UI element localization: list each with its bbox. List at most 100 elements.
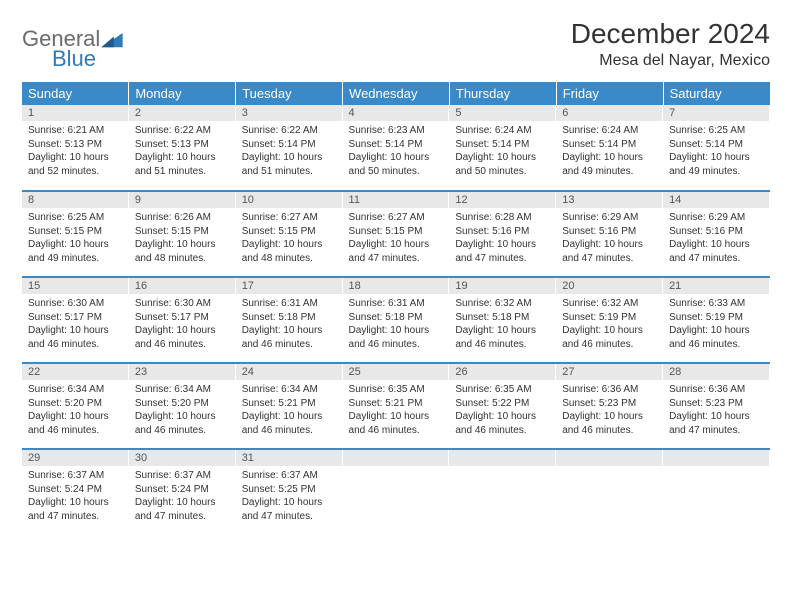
weekday-header: Saturday (663, 82, 770, 105)
day-number: 20 (556, 278, 663, 294)
day-number: 5 (449, 105, 556, 121)
weekday-header: Wednesday (343, 82, 450, 105)
weekday-header: Thursday (449, 82, 556, 105)
day-number: 16 (129, 278, 236, 294)
calendar-day-cell: 13Sunrise: 6:29 AMSunset: 5:16 PMDayligh… (556, 191, 663, 277)
calendar-week-row: 22Sunrise: 6:34 AMSunset: 5:20 PMDayligh… (22, 363, 770, 449)
calendar-day-cell: 6Sunrise: 6:24 AMSunset: 5:14 PMDaylight… (556, 105, 663, 191)
day-details: Sunrise: 6:22 AMSunset: 5:13 PMDaylight:… (129, 121, 236, 182)
day-number: 24 (236, 364, 343, 380)
calendar-day-cell: 9Sunrise: 6:26 AMSunset: 5:15 PMDaylight… (129, 191, 236, 277)
day-number: 3 (236, 105, 343, 121)
day-details: Sunrise: 6:35 AMSunset: 5:21 PMDaylight:… (343, 380, 450, 441)
day-number: 17 (236, 278, 343, 294)
day-details: Sunrise: 6:27 AMSunset: 5:15 PMDaylight:… (343, 208, 450, 269)
calendar-day-cell: 11Sunrise: 6:27 AMSunset: 5:15 PMDayligh… (343, 191, 450, 277)
day-number: 28 (663, 364, 770, 380)
calendar-empty-cell (556, 449, 663, 535)
calendar-empty-cell (343, 449, 450, 535)
day-number (343, 450, 450, 466)
calendar-day-cell: 15Sunrise: 6:30 AMSunset: 5:17 PMDayligh… (22, 277, 129, 363)
day-number: 23 (129, 364, 236, 380)
calendar-day-cell: 16Sunrise: 6:30 AMSunset: 5:17 PMDayligh… (129, 277, 236, 363)
day-details: Sunrise: 6:37 AMSunset: 5:24 PMDaylight:… (129, 466, 236, 527)
day-details: Sunrise: 6:34 AMSunset: 5:21 PMDaylight:… (236, 380, 343, 441)
day-number: 2 (129, 105, 236, 121)
weekday-header: Sunday (22, 82, 129, 105)
day-details: Sunrise: 6:22 AMSunset: 5:14 PMDaylight:… (236, 121, 343, 182)
day-details: Sunrise: 6:35 AMSunset: 5:22 PMDaylight:… (449, 380, 556, 441)
day-details: Sunrise: 6:36 AMSunset: 5:23 PMDaylight:… (556, 380, 663, 441)
day-number: 14 (663, 192, 770, 208)
day-details: Sunrise: 6:26 AMSunset: 5:15 PMDaylight:… (129, 208, 236, 269)
calendar-day-cell: 31Sunrise: 6:37 AMSunset: 5:25 PMDayligh… (236, 449, 343, 535)
day-details: Sunrise: 6:31 AMSunset: 5:18 PMDaylight:… (343, 294, 450, 355)
calendar-empty-cell (663, 449, 770, 535)
day-number: 21 (663, 278, 770, 294)
calendar-day-cell: 23Sunrise: 6:34 AMSunset: 5:20 PMDayligh… (129, 363, 236, 449)
day-number: 18 (343, 278, 450, 294)
page-title: December 2024 (571, 18, 770, 50)
header: GeneralBlue December 2024 Mesa del Nayar… (22, 18, 770, 72)
day-number: 13 (556, 192, 663, 208)
calendar-day-cell: 10Sunrise: 6:27 AMSunset: 5:15 PMDayligh… (236, 191, 343, 277)
day-details: Sunrise: 6:34 AMSunset: 5:20 PMDaylight:… (129, 380, 236, 441)
day-number: 9 (129, 192, 236, 208)
day-number: 22 (22, 364, 129, 380)
calendar-day-cell: 26Sunrise: 6:35 AMSunset: 5:22 PMDayligh… (449, 363, 556, 449)
calendar-week-row: 15Sunrise: 6:30 AMSunset: 5:17 PMDayligh… (22, 277, 770, 363)
day-number: 8 (22, 192, 129, 208)
day-details: Sunrise: 6:25 AMSunset: 5:14 PMDaylight:… (663, 121, 770, 182)
calendar-week-row: 29Sunrise: 6:37 AMSunset: 5:24 PMDayligh… (22, 449, 770, 535)
day-number (663, 450, 770, 466)
calendar-day-cell: 12Sunrise: 6:28 AMSunset: 5:16 PMDayligh… (449, 191, 556, 277)
calendar-day-cell: 2Sunrise: 6:22 AMSunset: 5:13 PMDaylight… (129, 105, 236, 191)
calendar-day-cell: 17Sunrise: 6:31 AMSunset: 5:18 PMDayligh… (236, 277, 343, 363)
day-details: Sunrise: 6:31 AMSunset: 5:18 PMDaylight:… (236, 294, 343, 355)
day-details: Sunrise: 6:37 AMSunset: 5:24 PMDaylight:… (22, 466, 129, 527)
day-number: 25 (343, 364, 450, 380)
calendar-day-cell: 28Sunrise: 6:36 AMSunset: 5:23 PMDayligh… (663, 363, 770, 449)
calendar-day-cell: 20Sunrise: 6:32 AMSunset: 5:19 PMDayligh… (556, 277, 663, 363)
day-number (449, 450, 556, 466)
day-number: 27 (556, 364, 663, 380)
day-details: Sunrise: 6:32 AMSunset: 5:18 PMDaylight:… (449, 294, 556, 355)
day-number: 19 (449, 278, 556, 294)
page-subtitle: Mesa del Nayar, Mexico (571, 52, 770, 70)
day-details: Sunrise: 6:34 AMSunset: 5:20 PMDaylight:… (22, 380, 129, 441)
logo: GeneralBlue (22, 26, 123, 72)
calendar-day-cell: 24Sunrise: 6:34 AMSunset: 5:21 PMDayligh… (236, 363, 343, 449)
calendar-body: 1Sunrise: 6:21 AMSunset: 5:13 PMDaylight… (22, 105, 770, 535)
calendar-day-cell: 19Sunrise: 6:32 AMSunset: 5:18 PMDayligh… (449, 277, 556, 363)
day-details: Sunrise: 6:23 AMSunset: 5:14 PMDaylight:… (343, 121, 450, 182)
day-details: Sunrise: 6:27 AMSunset: 5:15 PMDaylight:… (236, 208, 343, 269)
calendar-day-cell: 29Sunrise: 6:37 AMSunset: 5:24 PMDayligh… (22, 449, 129, 535)
day-number: 7 (663, 105, 770, 121)
day-number: 6 (556, 105, 663, 121)
day-number: 26 (449, 364, 556, 380)
day-number: 1 (22, 105, 129, 121)
weekday-header: Friday (556, 82, 663, 105)
calendar-day-cell: 8Sunrise: 6:25 AMSunset: 5:15 PMDaylight… (22, 191, 129, 277)
day-number: 30 (129, 450, 236, 466)
day-details: Sunrise: 6:25 AMSunset: 5:15 PMDaylight:… (22, 208, 129, 269)
day-number (556, 450, 663, 466)
day-number: 31 (236, 450, 343, 466)
day-details: Sunrise: 6:24 AMSunset: 5:14 PMDaylight:… (449, 121, 556, 182)
day-details: Sunrise: 6:29 AMSunset: 5:16 PMDaylight:… (663, 208, 770, 269)
day-number: 29 (22, 450, 129, 466)
weekday-header: Monday (129, 82, 236, 105)
title-block: December 2024 Mesa del Nayar, Mexico (571, 18, 770, 70)
calendar-week-row: 8Sunrise: 6:25 AMSunset: 5:15 PMDaylight… (22, 191, 770, 277)
day-number: 15 (22, 278, 129, 294)
day-details: Sunrise: 6:24 AMSunset: 5:14 PMDaylight:… (556, 121, 663, 182)
weekday-header: Tuesday (236, 82, 343, 105)
calendar-week-row: 1Sunrise: 6:21 AMSunset: 5:13 PMDaylight… (22, 105, 770, 191)
day-details: Sunrise: 6:30 AMSunset: 5:17 PMDaylight:… (22, 294, 129, 355)
calendar-day-cell: 7Sunrise: 6:25 AMSunset: 5:14 PMDaylight… (663, 105, 770, 191)
calendar-day-cell: 27Sunrise: 6:36 AMSunset: 5:23 PMDayligh… (556, 363, 663, 449)
calendar-day-cell: 22Sunrise: 6:34 AMSunset: 5:20 PMDayligh… (22, 363, 129, 449)
calendar-day-cell: 1Sunrise: 6:21 AMSunset: 5:13 PMDaylight… (22, 105, 129, 191)
day-number: 12 (449, 192, 556, 208)
logo-word-2: Blue (52, 46, 123, 72)
